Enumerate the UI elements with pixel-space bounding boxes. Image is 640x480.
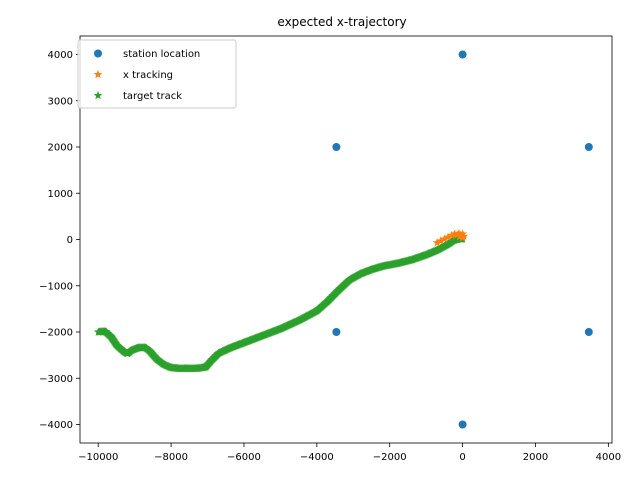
y-tick-label: 1000 — [48, 189, 73, 200]
y-tick-label: 0 — [67, 235, 73, 246]
y-tick-label: −1000 — [39, 281, 73, 292]
y-tick-label: 2000 — [48, 143, 73, 154]
y-tick-label: −4000 — [39, 420, 73, 431]
marks-layer — [93, 50, 593, 429]
legend-marker-target-track — [93, 90, 103, 100]
series-target-track — [93, 234, 467, 373]
station-location-point — [332, 328, 341, 336]
y-tick-label: −2000 — [39, 328, 73, 339]
y-tick-label: 3000 — [48, 96, 73, 107]
x-axis: −10000 −8000 −6000 −4000 −2000 0 2000 4000 — [78, 443, 621, 463]
legend-marker-station-location — [94, 49, 102, 58]
x-tracking-point — [459, 231, 469, 240]
x-tracking-point — [455, 232, 465, 241]
station-location-point — [458, 420, 467, 429]
x-tick-label: −8000 — [154, 452, 188, 463]
x-tick-label: −4000 — [300, 452, 334, 463]
y-tick-label: 4000 — [48, 50, 73, 61]
station-location-point — [584, 328, 593, 336]
legend: station location x tracking target track — [77, 39, 237, 109]
legend-label-x-tracking: x tracking — [123, 70, 173, 81]
x-tick-label: −6000 — [227, 452, 261, 463]
x-tracking-point — [440, 234, 449, 243]
station-location-point — [332, 143, 341, 151]
x-tick-label: −10000 — [78, 452, 118, 463]
legend-label-target-track: target track — [123, 91, 182, 102]
y-axis: −4000 −3000 −2000 −1000 0 1000 2000 3000 4000 — [39, 50, 80, 431]
station-location-point — [458, 50, 467, 59]
x-tick-label: 4000 — [596, 452, 621, 463]
x-tracking-point — [447, 230, 457, 240]
station-location-point — [584, 143, 593, 151]
x-tick-label: 2000 — [523, 452, 548, 463]
x-tick-label: 0 — [459, 452, 465, 463]
x-tick-label: −2000 — [373, 452, 407, 463]
x-tracking-point — [458, 233, 467, 242]
chart-title: expected x-trajectory — [277, 15, 406, 29]
legend-markers — [93, 49, 103, 100]
legend-label-station-location: station location — [123, 49, 200, 60]
series-station-location — [332, 50, 593, 429]
series-x-tracking — [432, 228, 469, 247]
x-tracking-point — [436, 236, 446, 245]
x-tracking-point — [443, 232, 453, 241]
legend-marker-x-tracking — [93, 69, 103, 79]
legend-box — [77, 39, 237, 109]
x-tracking-point — [432, 238, 442, 247]
y-tick-label: −3000 — [39, 374, 73, 385]
